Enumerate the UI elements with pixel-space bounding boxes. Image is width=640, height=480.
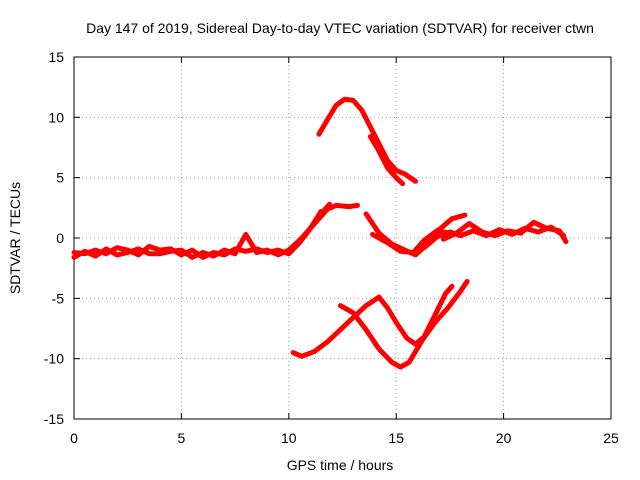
- y-tick-labels: -15 -10 -5 0 5 10 15: [44, 49, 64, 427]
- x-tick-label: 5: [178, 430, 186, 446]
- x-axis-label: GPS time / hours: [287, 457, 394, 473]
- x-tick-label: 20: [496, 430, 512, 446]
- chart-title: Day 147 of 2019, Sidereal Day-to-day VTE…: [86, 20, 594, 36]
- y-tick-label: -10: [44, 351, 64, 367]
- y-tick-label: 10: [48, 109, 64, 125]
- x-tick-label: 10: [281, 430, 297, 446]
- series-pass-high-arc-b: [367, 134, 406, 187]
- series-low-arc-b: [337, 278, 470, 370]
- series-tail-b: [441, 219, 569, 245]
- x-tick-label: 15: [388, 430, 404, 446]
- series-low-arc-a: [290, 283, 455, 359]
- x-tick-label: 0: [70, 430, 78, 446]
- series-bump-top: [286, 202, 360, 254]
- y-tick-label: 15: [48, 49, 64, 65]
- y-tick-label: -15: [44, 411, 64, 427]
- x-tick-label: 25: [603, 430, 619, 446]
- series-mid-dip: [363, 211, 468, 258]
- series-baseline-b: [71, 201, 333, 260]
- y-tick-label: -5: [52, 290, 65, 306]
- x-tick-labels: 0 5 10 15 20 25: [70, 430, 619, 446]
- series-pass-high-arc: [316, 96, 418, 184]
- series: [71, 96, 569, 370]
- series-mid-dip-b: [370, 228, 453, 255]
- y-tick-label: 0: [56, 230, 64, 246]
- ticks: [73, 56, 612, 420]
- y-axis-label: SDTVAR / TECUs: [7, 182, 23, 294]
- grid: [74, 57, 611, 419]
- y-tick-label: 5: [56, 170, 64, 186]
